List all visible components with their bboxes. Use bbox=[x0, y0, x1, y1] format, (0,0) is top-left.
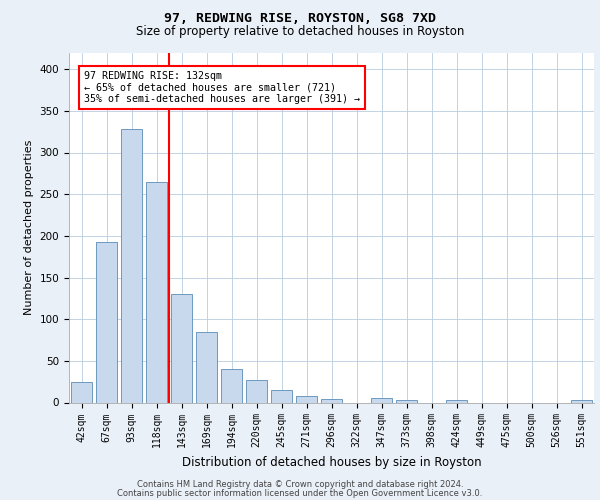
Text: Contains public sector information licensed under the Open Government Licence v3: Contains public sector information licen… bbox=[118, 489, 482, 498]
Bar bbox=[321, 399, 342, 402]
Bar bbox=[96, 242, 117, 402]
Text: Size of property relative to detached houses in Royston: Size of property relative to detached ho… bbox=[136, 25, 464, 38]
Y-axis label: Number of detached properties: Number of detached properties bbox=[24, 140, 34, 315]
Bar bbox=[446, 400, 467, 402]
Bar bbox=[71, 382, 92, 402]
X-axis label: Distribution of detached houses by size in Royston: Distribution of detached houses by size … bbox=[182, 456, 481, 469]
Bar bbox=[121, 129, 142, 402]
Bar bbox=[196, 332, 217, 402]
Text: 97 REDWING RISE: 132sqm
← 65% of detached houses are smaller (721)
35% of semi-d: 97 REDWING RISE: 132sqm ← 65% of detache… bbox=[84, 71, 360, 104]
Bar bbox=[371, 398, 392, 402]
Text: Contains HM Land Registry data © Crown copyright and database right 2024.: Contains HM Land Registry data © Crown c… bbox=[137, 480, 463, 489]
Bar bbox=[221, 369, 242, 402]
Bar bbox=[571, 400, 592, 402]
Bar bbox=[396, 400, 417, 402]
Bar bbox=[171, 294, 192, 403]
Bar bbox=[296, 396, 317, 402]
Bar bbox=[271, 390, 292, 402]
Bar bbox=[146, 182, 167, 402]
Text: 97, REDWING RISE, ROYSTON, SG8 7XD: 97, REDWING RISE, ROYSTON, SG8 7XD bbox=[164, 12, 436, 26]
Bar bbox=[246, 380, 267, 402]
